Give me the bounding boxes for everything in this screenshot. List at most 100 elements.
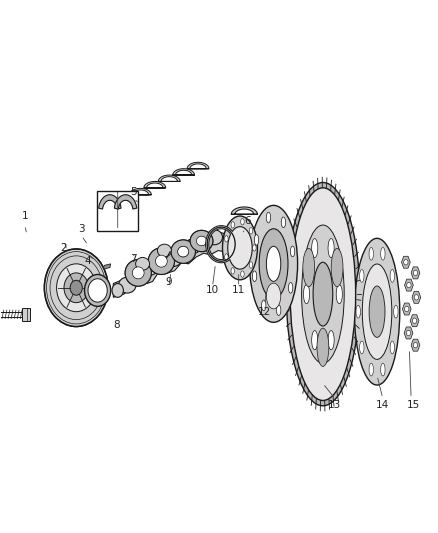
Ellipse shape	[228, 227, 252, 269]
Ellipse shape	[231, 268, 234, 274]
Polygon shape	[412, 292, 421, 303]
Ellipse shape	[171, 240, 195, 263]
Ellipse shape	[44, 249, 108, 327]
Ellipse shape	[394, 305, 398, 318]
Ellipse shape	[64, 273, 88, 303]
Polygon shape	[404, 327, 413, 339]
Ellipse shape	[70, 280, 82, 295]
Ellipse shape	[225, 236, 228, 242]
Ellipse shape	[164, 251, 182, 266]
Polygon shape	[130, 188, 151, 195]
Ellipse shape	[88, 279, 107, 302]
Ellipse shape	[312, 330, 318, 350]
Circle shape	[413, 318, 417, 324]
Polygon shape	[402, 256, 410, 268]
Circle shape	[404, 260, 408, 265]
Bar	[21, 308, 29, 321]
Text: 2: 2	[61, 243, 67, 253]
Ellipse shape	[254, 235, 259, 245]
Polygon shape	[103, 264, 111, 269]
Ellipse shape	[178, 246, 189, 257]
Ellipse shape	[197, 237, 206, 245]
Ellipse shape	[328, 330, 334, 350]
Circle shape	[407, 282, 411, 288]
Ellipse shape	[356, 305, 360, 318]
Polygon shape	[403, 303, 411, 315]
Polygon shape	[231, 207, 258, 214]
Ellipse shape	[249, 262, 253, 268]
Text: 9: 9	[166, 278, 172, 287]
Ellipse shape	[304, 285, 310, 304]
Text: 15: 15	[406, 400, 420, 410]
Ellipse shape	[85, 274, 111, 306]
Ellipse shape	[266, 246, 281, 281]
Bar	[97, 191, 138, 231]
Ellipse shape	[196, 236, 207, 246]
Ellipse shape	[155, 255, 167, 267]
Ellipse shape	[207, 230, 223, 245]
Ellipse shape	[157, 244, 171, 257]
Text: 14: 14	[376, 400, 389, 410]
Text: 3: 3	[78, 224, 85, 235]
Ellipse shape	[369, 286, 385, 337]
Polygon shape	[187, 163, 209, 168]
Ellipse shape	[231, 222, 234, 228]
Ellipse shape	[312, 239, 318, 257]
Ellipse shape	[241, 271, 244, 277]
Polygon shape	[113, 232, 224, 297]
Polygon shape	[114, 195, 137, 209]
Ellipse shape	[249, 228, 253, 234]
Ellipse shape	[381, 363, 385, 376]
Ellipse shape	[148, 248, 174, 274]
Ellipse shape	[360, 270, 364, 282]
Ellipse shape	[171, 240, 195, 263]
Ellipse shape	[241, 219, 244, 225]
Text: 4: 4	[85, 256, 92, 266]
Ellipse shape	[223, 216, 258, 280]
Ellipse shape	[303, 248, 314, 287]
Ellipse shape	[354, 238, 400, 385]
Ellipse shape	[286, 182, 360, 406]
Polygon shape	[144, 181, 166, 188]
Ellipse shape	[250, 205, 297, 322]
Circle shape	[405, 306, 409, 312]
Ellipse shape	[381, 247, 385, 260]
Ellipse shape	[281, 217, 286, 228]
Polygon shape	[99, 195, 121, 209]
Ellipse shape	[331, 248, 343, 287]
Text: 5: 5	[131, 187, 137, 197]
Ellipse shape	[328, 239, 334, 257]
Ellipse shape	[266, 212, 271, 223]
Ellipse shape	[390, 270, 395, 282]
Ellipse shape	[266, 283, 281, 309]
Ellipse shape	[112, 284, 124, 297]
Ellipse shape	[190, 230, 213, 252]
Polygon shape	[158, 175, 180, 181]
Ellipse shape	[369, 247, 374, 260]
Ellipse shape	[141, 260, 158, 276]
Ellipse shape	[289, 282, 293, 293]
Ellipse shape	[252, 271, 257, 281]
Text: 8: 8	[113, 320, 120, 330]
Ellipse shape	[148, 248, 174, 274]
Text: 12: 12	[258, 306, 272, 317]
Circle shape	[414, 295, 419, 300]
Ellipse shape	[369, 363, 374, 376]
Text: 7: 7	[131, 254, 137, 263]
Polygon shape	[410, 315, 419, 327]
Ellipse shape	[290, 188, 356, 400]
Polygon shape	[405, 279, 413, 291]
Ellipse shape	[302, 225, 344, 364]
Ellipse shape	[336, 285, 343, 304]
Polygon shape	[411, 339, 420, 351]
Text: 1: 1	[21, 211, 28, 221]
Ellipse shape	[136, 257, 150, 270]
Ellipse shape	[156, 256, 166, 266]
Text: 6: 6	[244, 216, 251, 227]
Ellipse shape	[259, 229, 288, 299]
Text: 13: 13	[328, 400, 341, 410]
Ellipse shape	[125, 260, 151, 286]
Ellipse shape	[360, 341, 364, 354]
Ellipse shape	[178, 246, 188, 257]
Ellipse shape	[390, 341, 395, 354]
